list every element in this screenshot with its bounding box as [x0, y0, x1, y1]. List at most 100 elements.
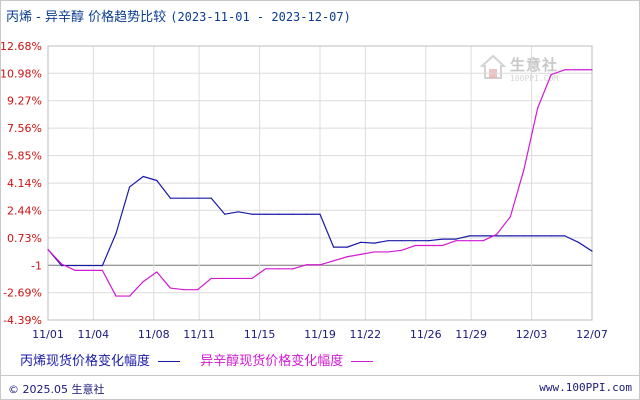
- footer-divider: [0, 375, 640, 376]
- series-1-point: [142, 175, 144, 178]
- series-1-point: [265, 213, 267, 215]
- series-2-point: [251, 277, 253, 280]
- plot-border: [47, 45, 593, 321]
- x-tick-label: 11/26: [410, 328, 442, 341]
- series-2-point: [292, 268, 294, 270]
- series-1-point: [496, 235, 498, 237]
- series-1-point: [401, 240, 403, 242]
- series-1-point: [455, 238, 457, 240]
- series-1-point: [129, 186, 131, 188]
- x-tick-label: 11/22: [349, 328, 381, 341]
- series-1-point: [210, 197, 212, 199]
- grid-layer: [47, 45, 593, 321]
- series-1-point: [183, 197, 185, 199]
- series-2-point: [169, 287, 171, 289]
- watermark-url: 100PPI.COM: [510, 74, 559, 83]
- x-tick-label: 11/04: [77, 328, 109, 341]
- series-2-point: [333, 260, 335, 262]
- series-2-point: [319, 264, 321, 266]
- series-2-point: [496, 233, 498, 235]
- series-1-point: [550, 235, 552, 237]
- series-2-point: [265, 268, 267, 270]
- chart-title: 丙烯 - 异辛醇 价格趋势比较 (2023-11-01 - 2023-12-07…: [6, 6, 351, 25]
- series-2-point: [305, 264, 307, 266]
- series-1-point: [441, 238, 443, 240]
- series-1-point: [360, 241, 362, 243]
- legend-label-series-2: 异辛醇现货价格变化幅度: [200, 354, 344, 369]
- series-1-point: [537, 235, 539, 237]
- series-1-point: [591, 250, 593, 252]
- series-2-point: [115, 295, 117, 297]
- series-1-point: [319, 213, 321, 215]
- x-tick-label: 11/15: [244, 328, 276, 341]
- series-2-point: [373, 251, 375, 253]
- series-1-point: [74, 264, 76, 267]
- series-2-point: [387, 251, 389, 253]
- series-2-point: [88, 269, 90, 272]
- chart-title-date-range: (2023-11-01 - 2023-12-07): [170, 10, 351, 24]
- series-2-point: [550, 73, 552, 76]
- series-1-point: [115, 232, 117, 235]
- series-1-point: [251, 213, 253, 215]
- x-tick-label: 12/03: [516, 328, 548, 341]
- y-tick-label: 9.27%: [7, 95, 42, 108]
- series-2-point: [455, 240, 457, 242]
- series-2-point: [441, 244, 443, 247]
- series-1-point: [523, 235, 525, 237]
- series-1-point: [169, 197, 171, 199]
- series-2-point: [183, 289, 185, 291]
- series-1-point: [88, 264, 90, 267]
- series-1-point: [373, 242, 375, 244]
- series-2-point: [346, 256, 348, 258]
- x-tick-label: 11/11: [183, 328, 215, 341]
- legend-label-series-1: 丙烯现货价格变化幅度: [20, 354, 151, 369]
- series-1-point: [469, 235, 471, 237]
- series-1-point: [387, 240, 389, 242]
- series-2-point: [482, 240, 484, 242]
- series-1-point: [482, 235, 484, 237]
- x-tick-label: 11/19: [304, 328, 336, 341]
- y-tick-label: 12.68%: [0, 40, 42, 53]
- series-2-point: [360, 253, 362, 255]
- series-2-point: [47, 248, 49, 251]
- series-2-point: [278, 268, 280, 270]
- legend-item-series-1: 丙烯现货价格变化幅度: [20, 350, 181, 369]
- series-2-point: [197, 289, 199, 291]
- y-tick-label: 2.44%: [7, 204, 42, 217]
- legend-item-series-2: 异辛醇现货价格变化幅度: [200, 350, 374, 369]
- series-2-point: [564, 69, 566, 71]
- series-1-point: [278, 213, 280, 215]
- series-2-point: [237, 277, 239, 280]
- series-2-point: [101, 269, 103, 272]
- series-2-point: [156, 271, 158, 273]
- series-1-point: [197, 197, 199, 199]
- y-tick-label: -2.69%: [3, 287, 42, 300]
- series-2-point: [61, 263, 63, 265]
- series-2-point: [74, 269, 76, 272]
- series-1-point: [305, 213, 307, 215]
- y-tick-label: 0.73%: [7, 232, 42, 245]
- series-1-point: [346, 246, 348, 248]
- legend: 丙烯现货价格变化幅度 异辛醇现货价格变化幅度: [20, 350, 389, 369]
- y-tick-label: 5.85%: [7, 150, 42, 163]
- x-tick-label: 11/01: [32, 328, 64, 341]
- series-layer: [47, 69, 593, 297]
- series-1-point: [224, 213, 226, 215]
- series-1-point: [414, 240, 416, 242]
- series-2-point: [142, 281, 144, 283]
- x-tick-label: 12/07: [576, 328, 608, 341]
- series-2-point: [210, 277, 212, 280]
- legend-swatch-series-1: [158, 361, 181, 362]
- footer-url[interactable]: www.100PPI.com: [539, 381, 632, 394]
- series-2-point: [509, 216, 511, 218]
- series-1-point: [61, 264, 63, 267]
- series-2-point: [469, 240, 471, 242]
- footer-copyright: © 2025.05 生意社: [8, 383, 105, 396]
- legend-swatch-series-2: [351, 361, 374, 362]
- series-2-point: [591, 69, 593, 71]
- series-2-point: [401, 249, 403, 251]
- series-1-point: [564, 235, 566, 237]
- series-2-point: [537, 107, 539, 109]
- y-tick-label: 10.98%: [0, 67, 42, 80]
- x-tick-label: 11/08: [138, 328, 170, 341]
